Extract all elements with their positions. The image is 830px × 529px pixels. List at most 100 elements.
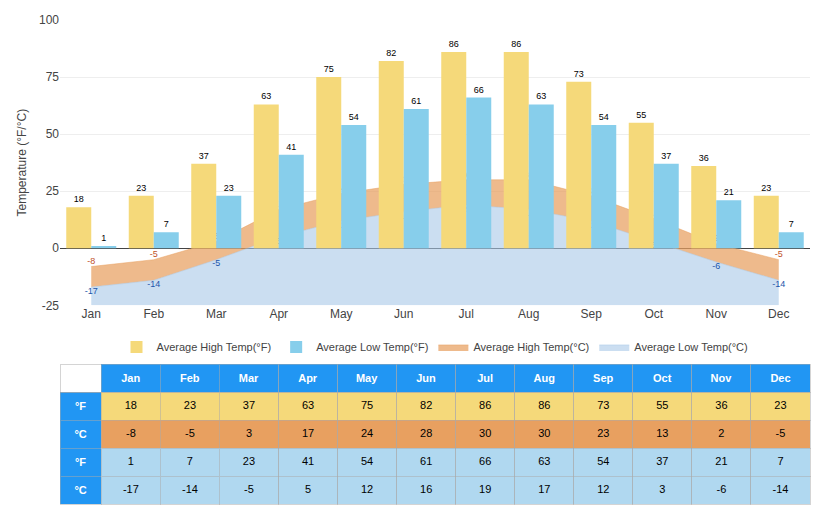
svg-text:Oct: Oct [644, 307, 663, 321]
svg-text:-14: -14 [773, 483, 789, 495]
svg-text:61: 61 [420, 455, 432, 467]
svg-text:12: 12 [586, 220, 596, 230]
svg-text:73: 73 [574, 69, 584, 79]
svg-text:86: 86 [449, 39, 459, 49]
svg-text:86: 86 [479, 399, 491, 411]
svg-text:7: 7 [777, 455, 783, 467]
svg-text:3: 3 [659, 483, 665, 495]
svg-text:1: 1 [101, 233, 106, 243]
svg-text:°C: °C [74, 484, 86, 496]
svg-text:Dec: Dec [770, 372, 790, 384]
svg-text:37: 37 [243, 399, 255, 411]
svg-text:30: 30 [479, 427, 491, 439]
svg-text:Average High Temp(°F): Average High Temp(°F) [157, 341, 272, 353]
svg-text:-8: -8 [87, 256, 95, 266]
svg-text:100: 100 [39, 13, 59, 27]
svg-text:17: 17 [274, 199, 284, 209]
svg-text:86: 86 [538, 399, 550, 411]
svg-text:-5: -5 [244, 483, 254, 495]
svg-text:18: 18 [74, 194, 84, 204]
svg-text:-14: -14 [772, 279, 785, 289]
svg-text:12: 12 [336, 220, 346, 230]
svg-text:50: 50 [46, 127, 60, 141]
svg-text:63: 63 [538, 455, 550, 467]
svg-text:18: 18 [125, 399, 137, 411]
svg-text:61: 61 [411, 96, 421, 106]
svg-text:23: 23 [243, 455, 255, 467]
svg-text:24: 24 [361, 427, 373, 439]
svg-text:13: 13 [656, 427, 668, 439]
svg-text:3: 3 [651, 240, 656, 250]
svg-text:Average Low Temp(°C): Average Low Temp(°C) [634, 341, 747, 353]
svg-text:Average Low Temp(°F): Average Low Temp(°F) [316, 341, 428, 353]
svg-text:Average High Temp(°C): Average High Temp(°C) [473, 341, 589, 353]
svg-text:23: 23 [224, 183, 234, 193]
svg-text:54: 54 [597, 455, 609, 467]
svg-text:12: 12 [597, 483, 609, 495]
svg-text:-25: -25 [42, 299, 60, 313]
svg-text:Sep: Sep [593, 372, 613, 384]
svg-text:54: 54 [349, 112, 359, 122]
svg-text:12: 12 [361, 483, 373, 495]
svg-text:63: 63 [261, 91, 271, 101]
svg-text:-6: -6 [717, 483, 727, 495]
svg-text:-5: -5 [775, 249, 783, 259]
svg-text:Apr: Apr [298, 372, 318, 384]
svg-text:19: 19 [461, 204, 471, 214]
svg-text:73: 73 [597, 399, 609, 411]
svg-text:23: 23 [184, 399, 196, 411]
svg-text:41: 41 [286, 142, 296, 152]
svg-text:75: 75 [361, 399, 373, 411]
svg-text:86: 86 [511, 39, 521, 49]
svg-text:Nov: Nov [711, 372, 733, 384]
svg-text:36: 36 [715, 399, 727, 411]
svg-text:-14: -14 [147, 279, 160, 289]
svg-text:25: 25 [46, 184, 60, 198]
svg-text:66: 66 [479, 455, 491, 467]
svg-text:28: 28 [399, 174, 409, 184]
svg-text:5: 5 [305, 483, 311, 495]
svg-text:Temperature (°F/°C): Temperature (°F/°C) [15, 109, 29, 217]
svg-text:Jun: Jun [416, 372, 436, 384]
svg-text:Feb: Feb [143, 307, 164, 321]
svg-text:Mar: Mar [239, 372, 259, 384]
svg-text:63: 63 [302, 399, 314, 411]
svg-text:21: 21 [715, 455, 727, 467]
svg-text:55: 55 [656, 399, 668, 411]
svg-text:55: 55 [636, 110, 646, 120]
svg-text:°F: °F [75, 456, 86, 468]
svg-text:75: 75 [324, 64, 334, 74]
svg-text:24: 24 [336, 183, 346, 193]
svg-text:7: 7 [789, 219, 794, 229]
svg-text:-17: -17 [85, 286, 98, 296]
svg-text:Nov: Nov [706, 307, 727, 321]
svg-text:23: 23 [136, 183, 146, 193]
svg-text:-5: -5 [212, 258, 220, 268]
svg-text:Dec: Dec [768, 307, 789, 321]
svg-text:May: May [330, 307, 353, 321]
svg-text:82: 82 [420, 399, 432, 411]
svg-text:36: 36 [699, 153, 709, 163]
svg-text:Sep: Sep [581, 307, 603, 321]
svg-text:17: 17 [302, 427, 314, 439]
svg-text:-8: -8 [126, 427, 136, 439]
svg-text:37: 37 [656, 455, 668, 467]
svg-text:°C: °C [74, 428, 86, 440]
svg-text:5: 5 [276, 236, 281, 246]
svg-text:82: 82 [386, 48, 396, 58]
svg-text:Jul: Jul [477, 372, 493, 384]
svg-text:54: 54 [599, 112, 609, 122]
svg-text:28: 28 [420, 427, 432, 439]
svg-text:30: 30 [538, 427, 550, 439]
svg-text:75: 75 [46, 70, 60, 84]
svg-text:Feb: Feb [180, 372, 200, 384]
svg-text:37: 37 [661, 151, 671, 161]
svg-text:23: 23 [774, 399, 786, 411]
svg-text:54: 54 [361, 455, 373, 467]
svg-text:3: 3 [214, 231, 219, 241]
svg-text:23: 23 [597, 427, 609, 439]
svg-text:-5: -5 [150, 249, 158, 259]
svg-text:30: 30 [461, 170, 471, 180]
svg-text:23: 23 [761, 183, 771, 193]
svg-text:-14: -14 [182, 483, 198, 495]
